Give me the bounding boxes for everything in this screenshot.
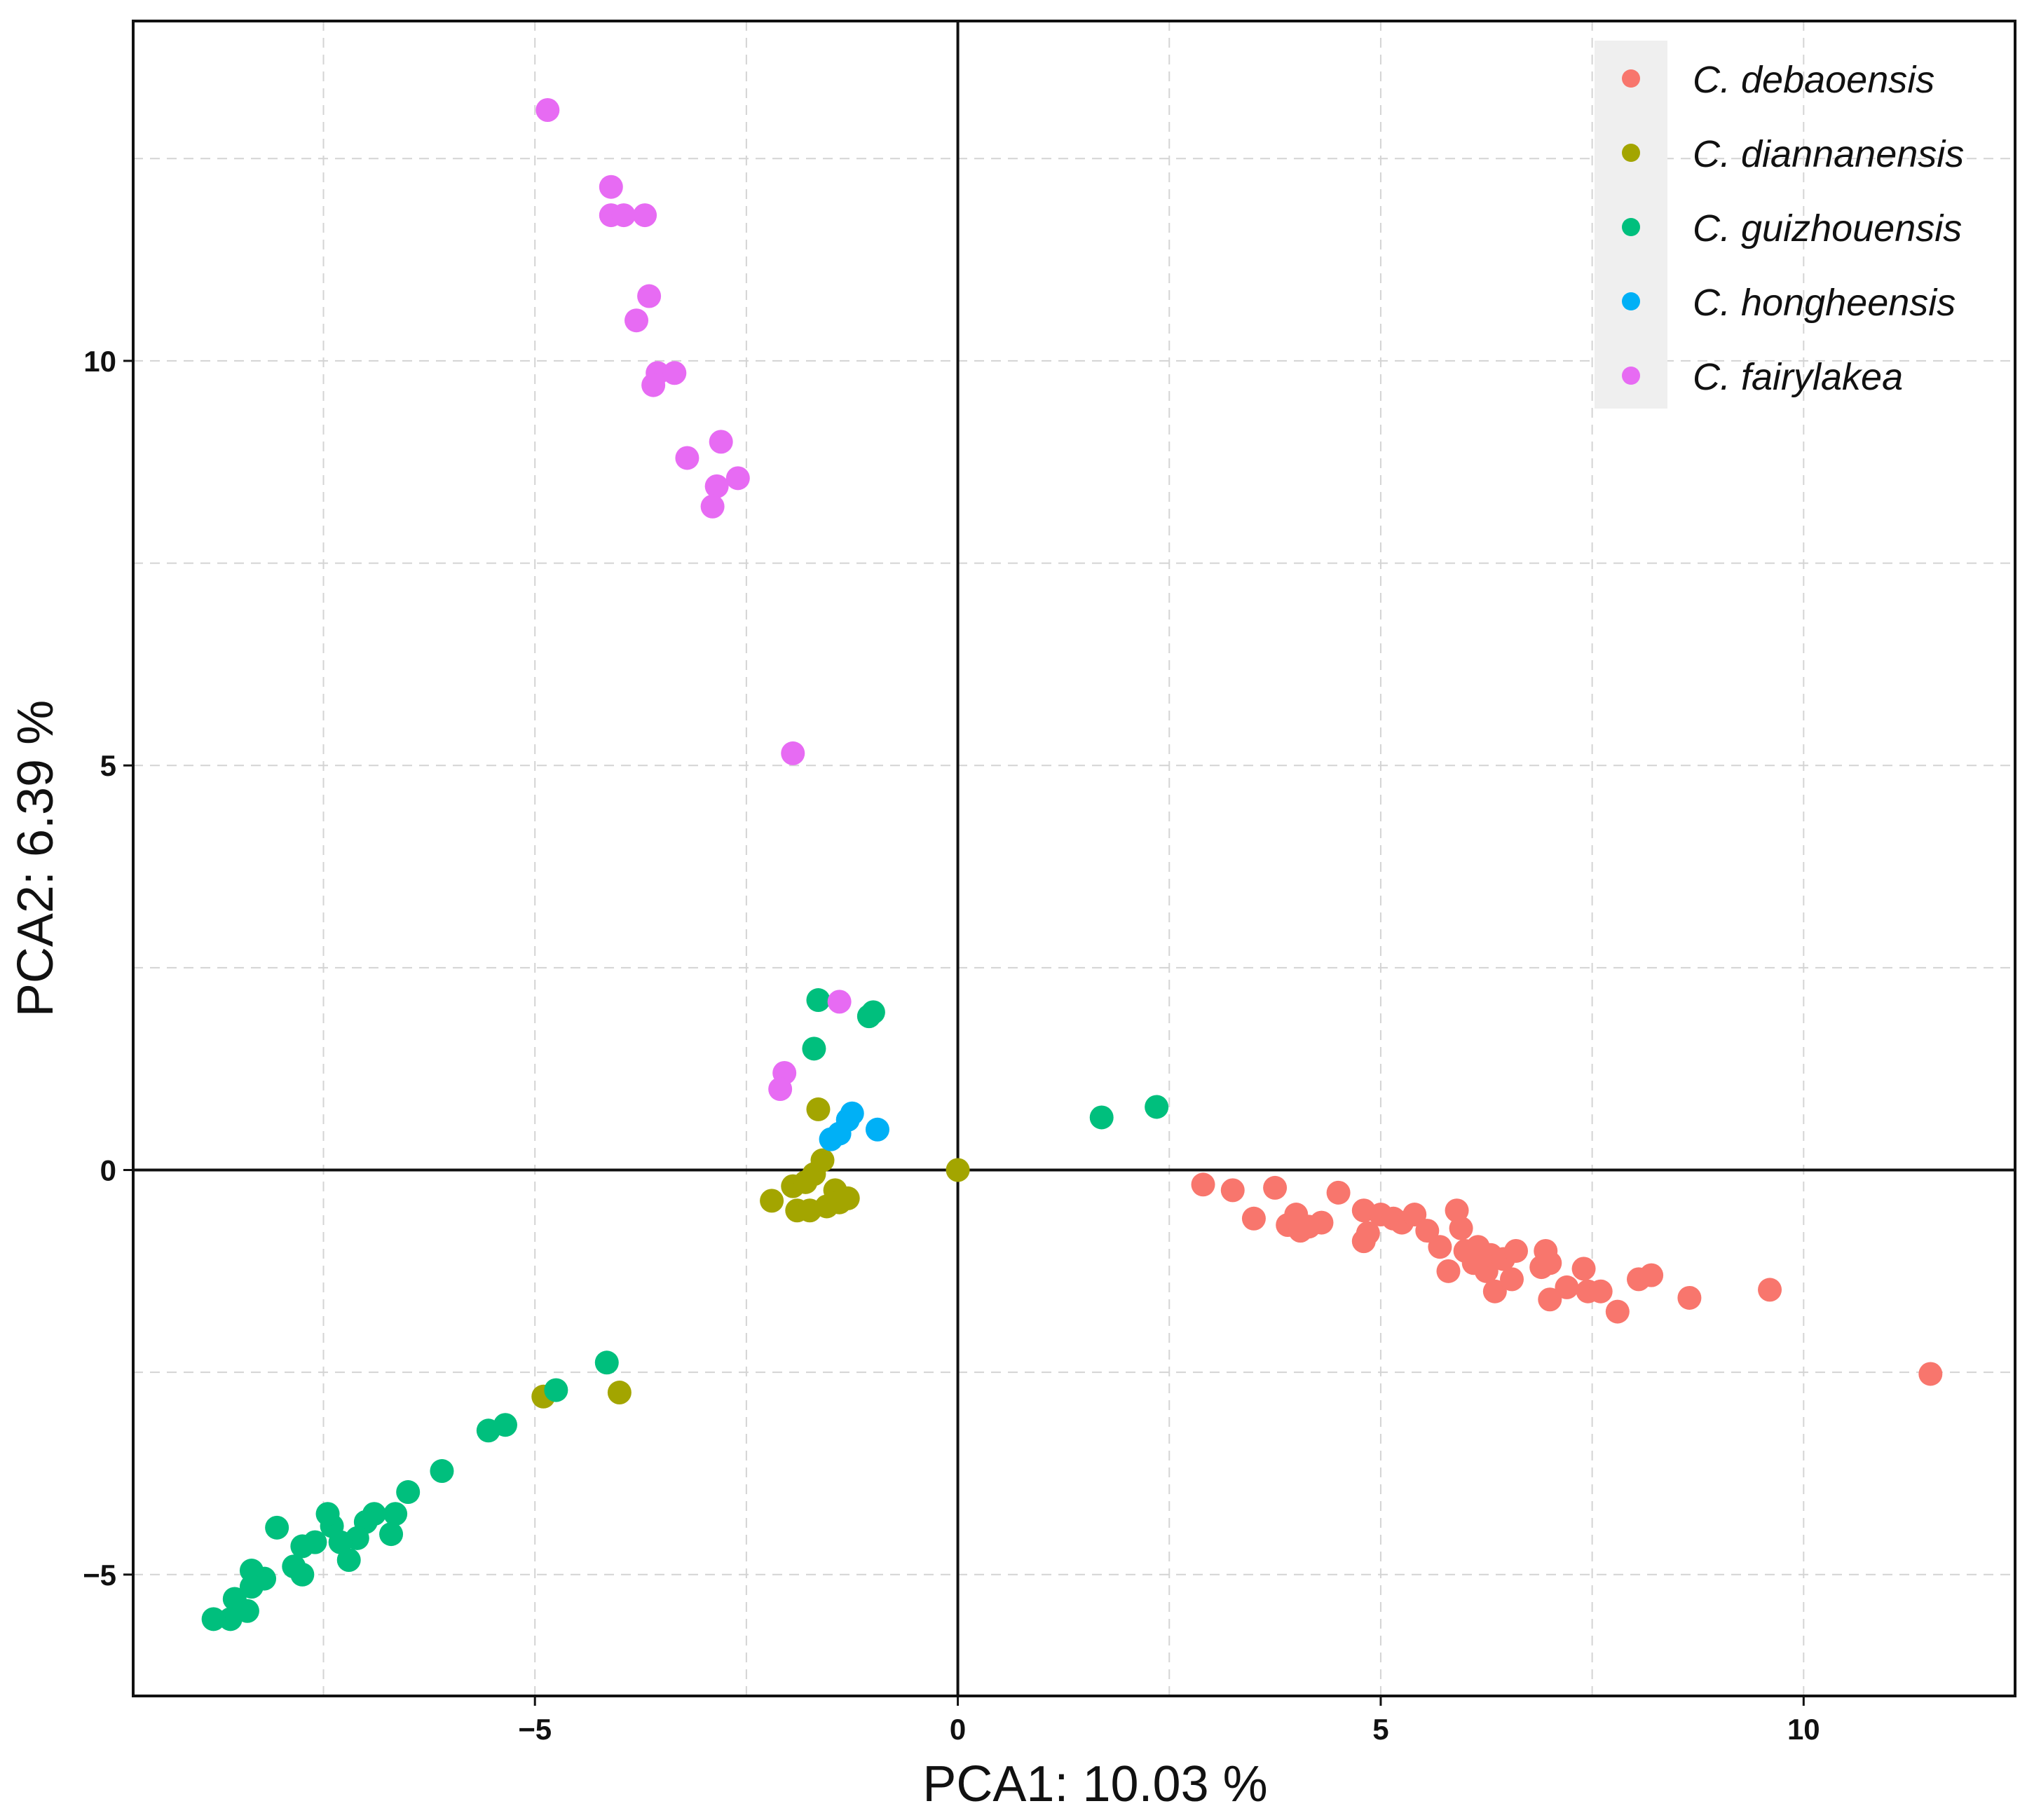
data-point [1588,1279,1613,1304]
data-point [1571,1257,1596,1281]
data-point [725,466,750,491]
data-point [535,98,560,123]
y-tick-label: 10 [83,345,116,378]
data-point [806,988,831,1013]
data-point [1309,1210,1334,1235]
data-point [835,1186,860,1210]
data-point [1538,1287,1562,1312]
data-point [1436,1259,1461,1283]
data-point [379,1522,404,1547]
data-point [946,1158,970,1182]
data-point [1191,1172,1215,1197]
data-points [201,98,1943,1631]
legend-label: C. fairylakea [1693,356,1903,398]
data-point [1504,1238,1529,1263]
x-tick-label: 0 [950,1713,966,1746]
legend-label: C. debaoensis [1693,59,1934,101]
data-point [383,1502,408,1526]
data-point [265,1515,289,1540]
grid-lines [133,21,2015,1696]
y-tick-label: −5 [83,1559,116,1592]
data-point [1220,1178,1245,1203]
legend-label: C. diannanensis [1693,133,1964,175]
data-point [396,1480,421,1505]
data-point [827,990,852,1014]
data-point [594,1350,619,1375]
data-point [709,430,733,454]
data-point [633,203,657,228]
data-point [1449,1216,1473,1240]
data-point [1145,1095,1169,1119]
axis-ticks: −5 0 5 10 −5 0 5 10 [83,345,1820,1746]
data-point [1326,1180,1351,1205]
data-point [802,1036,826,1061]
data-point [1263,1175,1288,1200]
data-point [1555,1275,1579,1299]
x-tick-label: −5 [518,1713,552,1746]
data-point [1538,1251,1562,1275]
y-axis-title: PCA2: 6.39 % [8,700,64,1017]
data-point [1918,1362,1943,1386]
data-point [1402,1203,1427,1227]
data-point [1241,1206,1266,1231]
legend-key [1622,292,1640,310]
x-tick-label: 10 [1787,1713,1820,1746]
data-point [493,1413,517,1437]
legend-key [1622,69,1640,88]
data-point [806,1097,831,1121]
legend: C. debaoensis C. diannanensis C. guizhouen… [1595,41,1964,409]
data-point [760,1189,784,1213]
legend-label: C. hongheensis [1693,282,1955,324]
y-tick-label: 5 [100,749,116,782]
x-axis-title: PCA1: 10.03 % [922,1756,1267,1812]
data-point [315,1502,340,1526]
legend-key [1622,218,1640,236]
data-point [239,1575,264,1599]
data-point [662,361,687,385]
x-tick-label: 5 [1372,1713,1388,1746]
data-point [1639,1263,1664,1287]
data-point [430,1459,454,1484]
data-point [599,175,623,199]
legend-key [1622,144,1640,162]
data-point [856,1004,881,1029]
data-point [544,1378,568,1402]
data-point [637,284,662,308]
data-point [1445,1198,1469,1223]
data-point [865,1117,889,1142]
legend-key [1622,367,1640,385]
data-point [810,1148,835,1172]
y-tick-label: 0 [100,1154,116,1187]
data-point [1677,1285,1702,1310]
data-point [704,474,729,498]
data-point [819,1127,843,1151]
data-point [768,1077,793,1102]
data-point [218,1607,243,1631]
data-point [1482,1279,1507,1304]
data-point [1499,1267,1524,1292]
zero-axis-lines [133,21,2015,1696]
data-point [282,1554,306,1579]
data-point [290,1534,315,1559]
data-point [675,446,699,470]
data-point [1415,1219,1440,1243]
data-point [641,373,666,397]
data-point [1605,1299,1630,1324]
data-point [1089,1105,1114,1130]
data-point [1758,1278,1782,1302]
data-point [781,741,805,765]
plot-frame [132,20,2016,1697]
data-point [222,1587,247,1611]
data-point [201,1607,226,1631]
data-point [1356,1221,1380,1245]
data-point [607,1381,632,1405]
legend-label: C. guizhouensis [1693,207,1962,249]
data-point [611,203,636,228]
data-point [624,308,649,333]
data-point [700,494,725,519]
data-point [1428,1235,1452,1259]
data-point [336,1548,361,1573]
